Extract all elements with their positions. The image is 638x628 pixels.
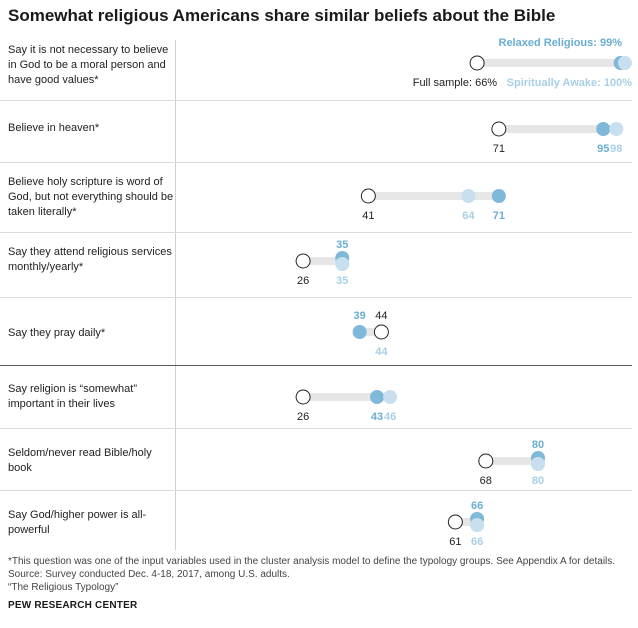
full-sample-label: 26 bbox=[297, 411, 309, 423]
full-sample-label: Full sample: 66% bbox=[413, 77, 498, 89]
spiritually-awake-label: 98 bbox=[610, 143, 622, 155]
spiritually-awake-dot bbox=[461, 189, 476, 203]
row-separator bbox=[0, 490, 632, 491]
row-label: Say they attend religious services month… bbox=[8, 246, 172, 273]
relaxed-religious-label: 66 bbox=[471, 500, 483, 512]
row-label: Say they pray daily* bbox=[8, 327, 106, 339]
full-sample-label: 71 bbox=[493, 143, 505, 155]
report-name: “The Religious Typology” bbox=[8, 582, 119, 593]
section-separator bbox=[0, 365, 632, 366]
row-label: Say it is not necessary to believe in Go… bbox=[8, 44, 169, 86]
footnote: *This question was one of the input vari… bbox=[8, 556, 616, 567]
relaxed-religious-label: 39 bbox=[354, 310, 366, 322]
full-sample-dot bbox=[295, 389, 311, 405]
relaxed-religious-dot bbox=[491, 189, 506, 203]
spiritually-awake-label: 80 bbox=[532, 475, 544, 487]
full-sample-dot bbox=[469, 55, 485, 71]
spiritually-awake-dot bbox=[618, 56, 632, 70]
label-divider bbox=[175, 40, 176, 550]
spiritually-awake-dot bbox=[470, 518, 485, 532]
row-label: Say religion is “somewhat” important in … bbox=[8, 383, 137, 410]
spiritually-awake-label: Spiritually Awake: 100% bbox=[507, 77, 633, 89]
full-sample-label: 41 bbox=[362, 210, 374, 222]
relaxed-religious-label: 95 bbox=[597, 143, 609, 155]
row-separator bbox=[0, 428, 632, 429]
relaxed-religious-label: 80 bbox=[532, 439, 544, 451]
full-sample-dot bbox=[360, 188, 376, 204]
row-separator bbox=[0, 100, 632, 101]
full-sample-label: 26 bbox=[297, 275, 309, 287]
spiritually-awake-dot bbox=[335, 257, 350, 271]
row-separator bbox=[0, 162, 632, 163]
row-label: Seldom/never read Bible/holy book bbox=[8, 447, 152, 474]
spiritually-awake-label: 46 bbox=[384, 411, 396, 423]
relaxed-religious-label: Relaxed Religious: 99% bbox=[499, 37, 623, 49]
spiritually-awake-label: 35 bbox=[336, 275, 348, 287]
row-label: Believe in heaven* bbox=[8, 122, 100, 134]
spiritually-awake-dot bbox=[383, 390, 398, 404]
full-sample-dot bbox=[491, 121, 507, 137]
row-label: Believe holy scripture is word of God, b… bbox=[8, 176, 174, 218]
relaxed-religious-dot bbox=[370, 390, 385, 404]
full-sample-dot bbox=[478, 453, 494, 469]
spiritually-awake-dot bbox=[531, 457, 545, 471]
relaxed-religious-label: 43 bbox=[371, 411, 383, 423]
full-sample-label: 68 bbox=[480, 475, 492, 487]
full-sample-label: 61 bbox=[449, 536, 461, 548]
relaxed-religious-dot bbox=[596, 122, 611, 136]
relaxed-religious-label: 35 bbox=[336, 239, 348, 251]
full-sample-dot bbox=[447, 514, 463, 530]
relaxed-religious-dot bbox=[352, 325, 367, 339]
spiritually-awake-label: 44 bbox=[375, 346, 388, 358]
spiritually-awake-label: 66 bbox=[471, 536, 483, 548]
spiritually-awake-label: 64 bbox=[462, 210, 475, 222]
chart-title: Somewhat religious Americans share simil… bbox=[8, 6, 556, 25]
spiritually-awake-dot bbox=[609, 122, 624, 136]
full-sample-dot bbox=[295, 253, 311, 269]
source-note: Source: Survey conducted Dec. 4-18, 2017… bbox=[8, 569, 290, 580]
full-sample-label: 44 bbox=[375, 310, 387, 322]
full-sample-dot bbox=[373, 324, 389, 340]
brand-name: PEW RESEARCH CENTER bbox=[8, 600, 138, 611]
relaxed-religious-label: 71 bbox=[493, 210, 505, 222]
row-separator bbox=[0, 297, 632, 298]
row-separator bbox=[0, 232, 632, 233]
row-label: Say God/higher power is all-powerful bbox=[8, 509, 147, 536]
